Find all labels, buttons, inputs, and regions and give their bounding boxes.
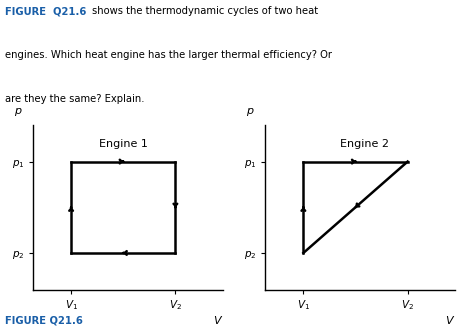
Y-axis label: $p$: $p$ xyxy=(246,107,255,118)
Text: Engine 1: Engine 1 xyxy=(99,139,148,149)
Text: FIGURE  Q21.6: FIGURE Q21.6 xyxy=(5,6,86,16)
Text: engines. Which heat engine has the larger thermal efficiency? Or: engines. Which heat engine has the large… xyxy=(5,50,332,60)
Text: FIGURE Q21.6: FIGURE Q21.6 xyxy=(5,316,82,326)
Y-axis label: $p$: $p$ xyxy=(14,107,22,118)
X-axis label: $V$: $V$ xyxy=(445,314,455,326)
Text: shows the thermodynamic cycles of two heat: shows the thermodynamic cycles of two he… xyxy=(92,6,319,16)
Text: Engine 2: Engine 2 xyxy=(340,139,390,149)
Text: are they the same? Explain.: are they the same? Explain. xyxy=(5,94,144,104)
X-axis label: $V$: $V$ xyxy=(212,314,223,326)
